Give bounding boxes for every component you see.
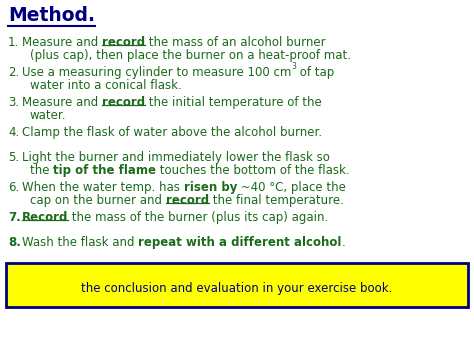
Text: the initial temperature of the: the initial temperature of the	[145, 96, 322, 109]
Text: 8.: 8.	[8, 236, 21, 249]
Text: repeat with a different alcohol: repeat with a different alcohol	[138, 236, 342, 249]
Text: Clamp the flask of water above the alcohol burner.: Clamp the flask of water above the alcoh…	[22, 126, 322, 139]
Text: record: record	[166, 194, 209, 207]
Text: risen by: risen by	[183, 181, 237, 194]
Text: Measure and: Measure and	[22, 96, 102, 109]
Text: ~40 °C, place the: ~40 °C, place the	[237, 181, 346, 194]
Text: the mass of an alcohol burner: the mass of an alcohol burner	[145, 36, 326, 49]
Text: the: the	[30, 164, 53, 177]
Text: Light the burner and immediately lower the flask so: Light the burner and immediately lower t…	[22, 151, 330, 164]
Text: Wash the flask and: Wash the flask and	[22, 236, 138, 249]
Text: Use a measuring cylinder to measure 100 cm: Use a measuring cylinder to measure 100 …	[22, 66, 292, 79]
Text: :  complete the results analysis and then work on: : complete the results analysis and then…	[79, 268, 372, 281]
Text: 1.: 1.	[8, 36, 19, 49]
Text: record: record	[102, 36, 145, 49]
Text: 7.: 7.	[8, 211, 21, 224]
Text: 6.: 6.	[8, 181, 19, 194]
Text: 3.: 3.	[8, 96, 19, 109]
Text: When the water temp. has: When the water temp. has	[22, 181, 183, 194]
Text: Method.: Method.	[8, 6, 95, 25]
Text: (plus cap), then place the burner on a heat-proof mat.: (plus cap), then place the burner on a h…	[30, 49, 351, 62]
Text: 5.: 5.	[8, 151, 19, 164]
Text: 3: 3	[292, 62, 296, 71]
Text: touches the bottom of the flask.: touches the bottom of the flask.	[156, 164, 350, 177]
Text: record: record	[102, 96, 145, 109]
Text: the conclusion and evaluation in your exercise book.: the conclusion and evaluation in your ex…	[82, 282, 392, 295]
Text: tip of the flame: tip of the flame	[53, 164, 156, 177]
Text: 4.: 4.	[8, 126, 19, 139]
Text: cap on the burner and: cap on the burner and	[30, 194, 166, 207]
Text: of tap: of tap	[296, 66, 335, 79]
Text: water.: water.	[30, 109, 66, 122]
FancyBboxPatch shape	[6, 263, 468, 307]
Text: .: .	[342, 236, 346, 249]
Text: Record: Record	[22, 211, 68, 224]
Text: Extension: Extension	[14, 268, 79, 281]
Text: Measure and: Measure and	[22, 36, 102, 49]
Text: 2.: 2.	[8, 66, 19, 79]
Text: the final temperature.: the final temperature.	[209, 194, 344, 207]
Text: the mass of the burner (plus its cap) again.: the mass of the burner (plus its cap) ag…	[68, 211, 328, 224]
Text: water into a conical flask.: water into a conical flask.	[30, 79, 182, 92]
